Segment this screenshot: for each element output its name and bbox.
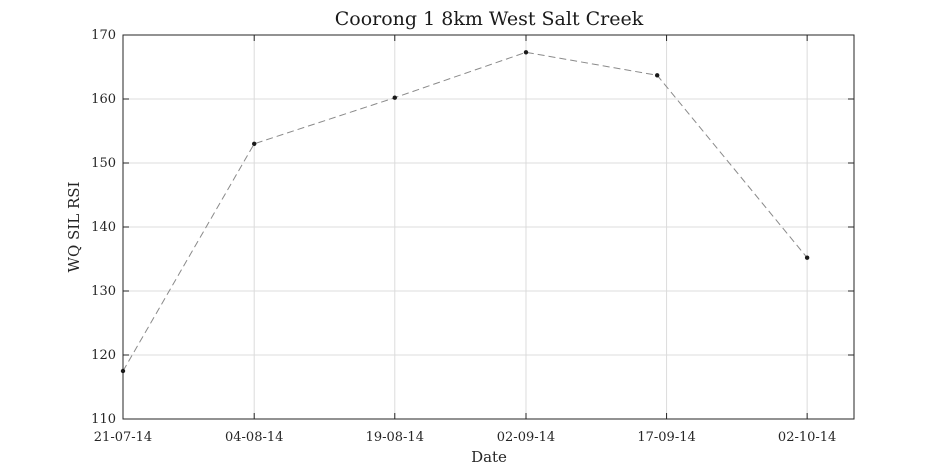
y-tick-label: 170 [91, 28, 116, 43]
x-tick-label: 17-09-14 [637, 430, 695, 445]
chart-title: Coorong 1 8km West Salt Creek [335, 8, 644, 30]
x-tick-label: 19-08-14 [366, 430, 424, 445]
y-tick-label: 110 [91, 412, 116, 427]
data-point [120, 368, 126, 374]
y-axis-label: WQ SIL RSI [65, 181, 83, 272]
data-point [252, 141, 257, 146]
x-tick-label: 02-09-14 [497, 430, 555, 445]
y-tick-label: 160 [91, 92, 116, 107]
series [120, 50, 810, 374]
x-tick-label: 04-08-14 [225, 430, 283, 445]
data-point [392, 95, 397, 100]
y-tick-label: 140 [91, 220, 116, 235]
data-point [523, 50, 529, 55]
series-line [122, 51, 808, 372]
y-tick-label: 130 [91, 284, 116, 299]
data-point [804, 255, 810, 260]
y-tick-label: 120 [91, 348, 116, 363]
y-tick-label: 150 [91, 156, 116, 171]
grid [122, 35, 854, 419]
data-point [654, 73, 660, 78]
axis-ticks: 110 120 130 140 150 160 170 21-07-14 04-08-14 19-… [91, 28, 854, 445]
x-axis-label: Date [471, 448, 507, 466]
x-tick-label: 02-10-14 [778, 430, 836, 445]
x-tick-label: 21-07-14 [94, 430, 152, 445]
